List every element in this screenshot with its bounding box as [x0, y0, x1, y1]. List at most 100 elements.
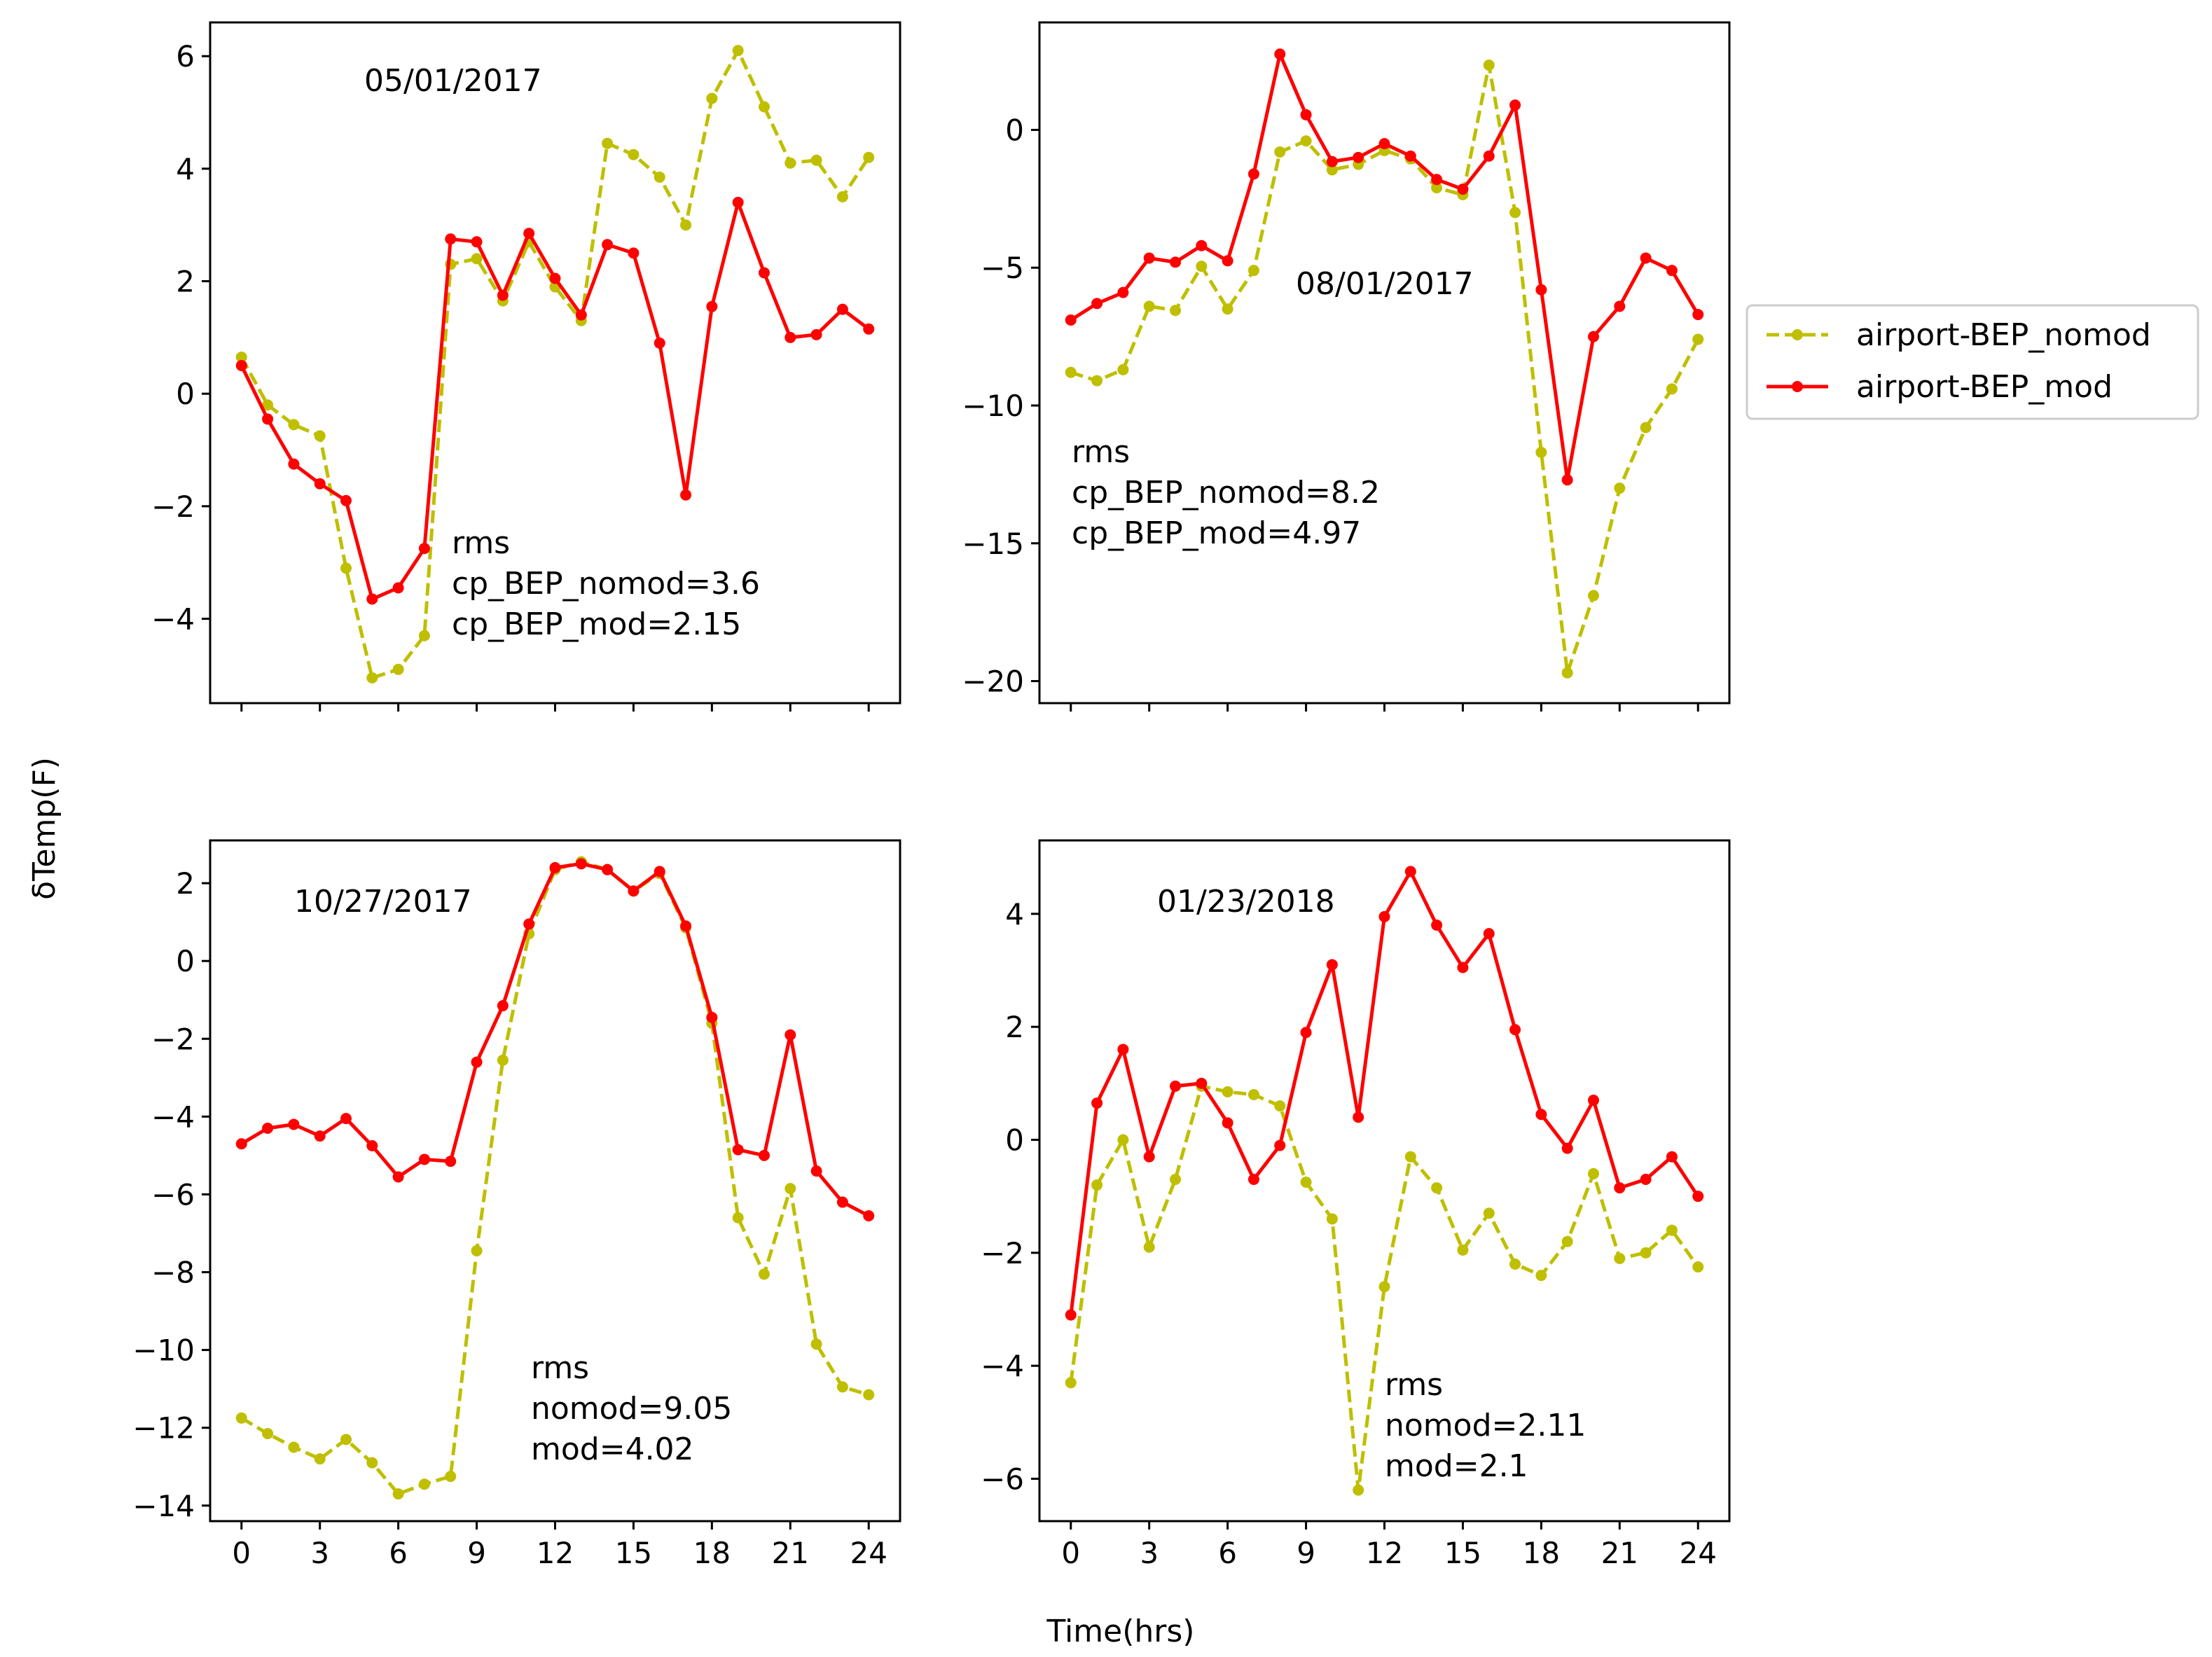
data-point-mod: [366, 1140, 378, 1152]
data-point-nomod: [366, 672, 378, 684]
data-point-nomod: [1535, 446, 1547, 458]
axes-frame: [209, 21, 901, 705]
data-point-mod: [1117, 1044, 1129, 1055]
data-point-mod: [706, 1011, 718, 1023]
y-tick-label: 6: [176, 39, 195, 74]
data-point-mod: [732, 197, 744, 209]
x-tick-label: 9: [467, 1536, 486, 1570]
data-point-nomod: [1247, 1088, 1259, 1100]
series-line-mod: [1069, 869, 1700, 1315]
y-tick-label: 0: [176, 377, 195, 411]
data-point-mod: [288, 458, 300, 470]
data-point-nomod: [1353, 1484, 1364, 1496]
data-point-nomod: [1326, 164, 1338, 176]
axes-frame: [1038, 839, 1731, 1523]
x-tick-label: 24: [1680, 1536, 1717, 1570]
data-point-mod: [1640, 1173, 1652, 1185]
data-point-nomod: [810, 154, 822, 166]
y-tick-label: −2: [151, 1022, 195, 1056]
data-point-mod: [1222, 255, 1233, 267]
data-point-mod: [445, 233, 457, 245]
y-tick-label: −12: [132, 1411, 195, 1445]
data-point-nomod: [1509, 207, 1521, 219]
data-point-nomod: [340, 562, 352, 574]
data-point-nomod: [863, 151, 875, 163]
data-point-mod: [628, 247, 640, 259]
data-point-mod: [1587, 1095, 1599, 1107]
data-point-mod: [1326, 155, 1338, 167]
data-point-mod: [1091, 1097, 1103, 1109]
x-tick-label: 6: [1218, 1536, 1237, 1570]
data-point-mod: [575, 858, 587, 870]
subplot-date-label: 10/27/2017: [294, 884, 472, 920]
subplot-05-01-2017: −4 −2 0 2 4 6 05/01/2017 rms cp_BEP_nomod=3.6 cp_…: [151, 21, 901, 712]
data-point-mod: [418, 1153, 430, 1165]
data-point-nomod: [1692, 1261, 1704, 1273]
data-point-nomod: [1143, 1241, 1155, 1253]
data-point-mod: [1483, 150, 1495, 162]
data-point-mod: [1170, 1080, 1182, 1092]
y-tick-label: 4: [1005, 897, 1024, 931]
data-point-mod: [1378, 910, 1390, 922]
data-point-mod: [1483, 928, 1495, 940]
data-point-mod: [1431, 174, 1443, 186]
y-tick-label: −8: [151, 1256, 195, 1290]
data-point-nomod: [1666, 383, 1678, 395]
data-point-nomod: [392, 663, 404, 675]
data-point-nomod: [1640, 422, 1652, 434]
data-point-mod: [1143, 1151, 1155, 1163]
rms-annotation-line: nomod=9.05: [531, 1391, 732, 1427]
data-point-mod: [445, 1156, 457, 1167]
data-point-nomod: [1300, 1177, 1312, 1188]
data-point-mod: [1274, 48, 1286, 60]
data-point-mod: [314, 478, 326, 490]
y-tick-label: −2: [981, 1236, 1024, 1270]
data-point-mod: [1247, 1173, 1259, 1185]
data-point-nomod: [758, 1268, 770, 1280]
data-point-mod: [1170, 256, 1182, 268]
data-point-mod: [1326, 959, 1338, 971]
data-point-nomod: [288, 1441, 300, 1453]
subplot-10-27-2017: −14 −12 −10 −8 −6 −4 −2 0 2 0 3 6 9 12 15 18 21 24 10/27/2…: [132, 839, 901, 1570]
data-point-mod: [1457, 183, 1469, 195]
data-point-nomod: [1091, 1179, 1103, 1191]
x-axis-label: Time(hrs): [1046, 1614, 1195, 1649]
data-point-mod: [575, 309, 587, 321]
data-point-mod: [392, 1171, 404, 1183]
data-point-nomod: [1483, 1207, 1495, 1219]
data-point-nomod: [1196, 261, 1208, 272]
data-point-mod: [1614, 300, 1626, 312]
data-point-nomod: [1378, 1281, 1390, 1293]
data-point-nomod: [1561, 667, 1573, 679]
data-point-nomod: [1091, 375, 1103, 387]
x-tick-label: 15: [615, 1536, 652, 1570]
data-point-mod: [288, 1118, 300, 1130]
data-point-mod: [1222, 1117, 1233, 1129]
data-point-mod: [1614, 1182, 1626, 1194]
data-point-mod: [1535, 1109, 1547, 1121]
x-tick-label: 3: [310, 1536, 329, 1570]
data-point-mod: [810, 1165, 822, 1177]
data-point-nomod: [235, 1412, 247, 1424]
data-point-mod: [1457, 962, 1469, 973]
data-point-mod: [1535, 284, 1547, 296]
y-tick-label: −15: [962, 527, 1024, 561]
data-point-mod: [1196, 240, 1208, 251]
y-tick-label: 2: [1005, 1010, 1024, 1044]
data-point-mod: [1091, 298, 1103, 310]
data-point-nomod: [1247, 265, 1259, 277]
data-point-mod: [549, 861, 561, 873]
data-point-mod: [1509, 99, 1521, 111]
x-tick-label: 15: [1444, 1536, 1481, 1570]
data-point-nomod: [1483, 59, 1495, 71]
data-point-mod: [784, 1029, 796, 1041]
rms-annotation-line: cp_BEP_nomod=8.2: [1072, 475, 1380, 511]
x-tick-label: 18: [1523, 1536, 1560, 1570]
data-point-mod: [392, 582, 404, 594]
y-tick-label: −4: [151, 1100, 195, 1134]
y-tick-label: −6: [151, 1177, 195, 1212]
series-line-nomod: [1070, 63, 1700, 675]
data-point-mod: [1509, 1024, 1521, 1036]
data-point-nomod: [732, 45, 744, 57]
axes-frame: [1038, 21, 1731, 705]
